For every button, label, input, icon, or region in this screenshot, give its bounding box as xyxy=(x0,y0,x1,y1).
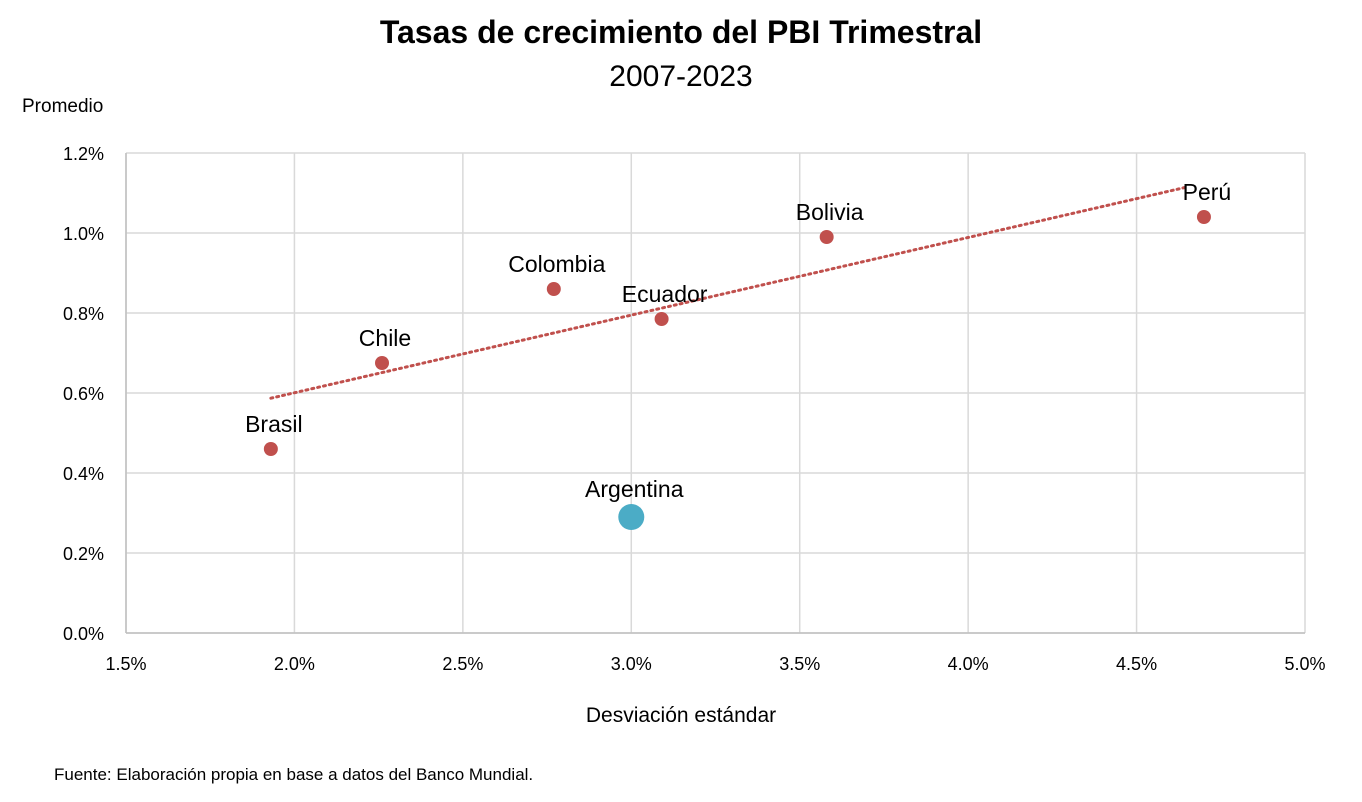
y-tick-label: 0.6% xyxy=(63,384,104,404)
data-point xyxy=(263,442,278,456)
y-tick-label: 0.2% xyxy=(63,544,104,564)
data-label: Brasil xyxy=(245,411,303,437)
data-label: Bolivia xyxy=(796,199,864,225)
y-tick-label: 0.8% xyxy=(63,304,104,324)
chart-subtitle: 2007-2023 xyxy=(609,60,753,93)
data-point xyxy=(819,230,834,244)
x-tick-label: 3.5% xyxy=(779,654,820,674)
x-tick-label: 2.5% xyxy=(442,654,483,674)
data-label: Argentina xyxy=(585,476,684,502)
data-label: Perú xyxy=(1183,179,1232,205)
x-axis-label: Desviación estándar xyxy=(585,704,777,727)
x-tick-label: 5.0% xyxy=(1284,654,1325,674)
data-label: Chile xyxy=(359,325,411,351)
y-axis-label: Promedio xyxy=(22,96,104,117)
x-tick-label: 2.0% xyxy=(274,654,315,674)
y-tick-label: 0.4% xyxy=(63,464,104,484)
data-point xyxy=(618,504,645,530)
trendline xyxy=(269,185,1189,400)
y-tick-label: 0.0% xyxy=(63,624,104,644)
data-point xyxy=(546,282,561,296)
x-tick-label: 3.0% xyxy=(611,654,652,674)
data-point xyxy=(654,312,669,326)
data-point xyxy=(375,356,390,370)
data-label: Colombia xyxy=(508,251,605,277)
x-tick-label: 1.5% xyxy=(105,654,146,674)
chart-title: Tasas de crecimiento del PBI Trimestral xyxy=(379,14,983,50)
source-note: Fuente: Elaboración propia en base a dat… xyxy=(54,765,534,784)
data-label: Ecuador xyxy=(622,281,708,307)
x-tick-label: 4.0% xyxy=(948,654,989,674)
y-tick-label: 1.2% xyxy=(63,144,104,164)
x-tick-label: 4.5% xyxy=(1116,654,1157,674)
data-point xyxy=(1196,210,1211,224)
y-tick-label: 1.0% xyxy=(63,224,104,244)
